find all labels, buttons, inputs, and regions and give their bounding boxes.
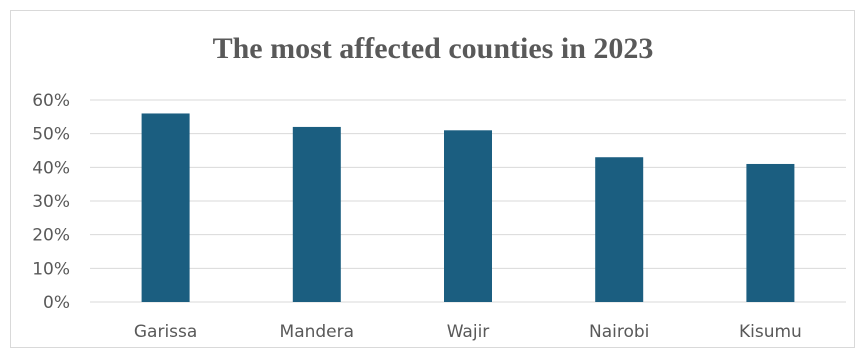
bar-wajir xyxy=(444,130,492,302)
x-axis-ticks: Garissa Mandera Wajir Nairobi Kisumu xyxy=(134,322,802,342)
y-tick-label: 30% xyxy=(32,192,70,212)
x-tick-label: Mandera xyxy=(280,322,355,342)
y-tick-label: 50% xyxy=(32,125,70,145)
bars xyxy=(141,113,795,302)
chart-title: The most affected counties in 2023 xyxy=(212,32,654,65)
bar-nairobi xyxy=(595,157,644,302)
x-tick-label: Wajir xyxy=(447,322,490,342)
bar-kisumu xyxy=(746,163,795,302)
y-tick-label: 0% xyxy=(43,293,70,313)
x-tick-label: Garissa xyxy=(134,322,197,342)
y-tick-label: 40% xyxy=(32,158,70,178)
y-axis-ticks: 0% 10% 20% 30% 40% 50% 60% xyxy=(32,91,70,313)
y-tick-label: 10% xyxy=(32,259,70,279)
y-tick-label: 20% xyxy=(32,226,70,246)
x-tick-label: Nairobi xyxy=(589,322,649,342)
bar-mandera xyxy=(292,126,341,302)
x-tick-label: Kisumu xyxy=(739,322,802,342)
y-tick-label: 60% xyxy=(32,91,70,111)
bar-garissa xyxy=(141,113,190,302)
